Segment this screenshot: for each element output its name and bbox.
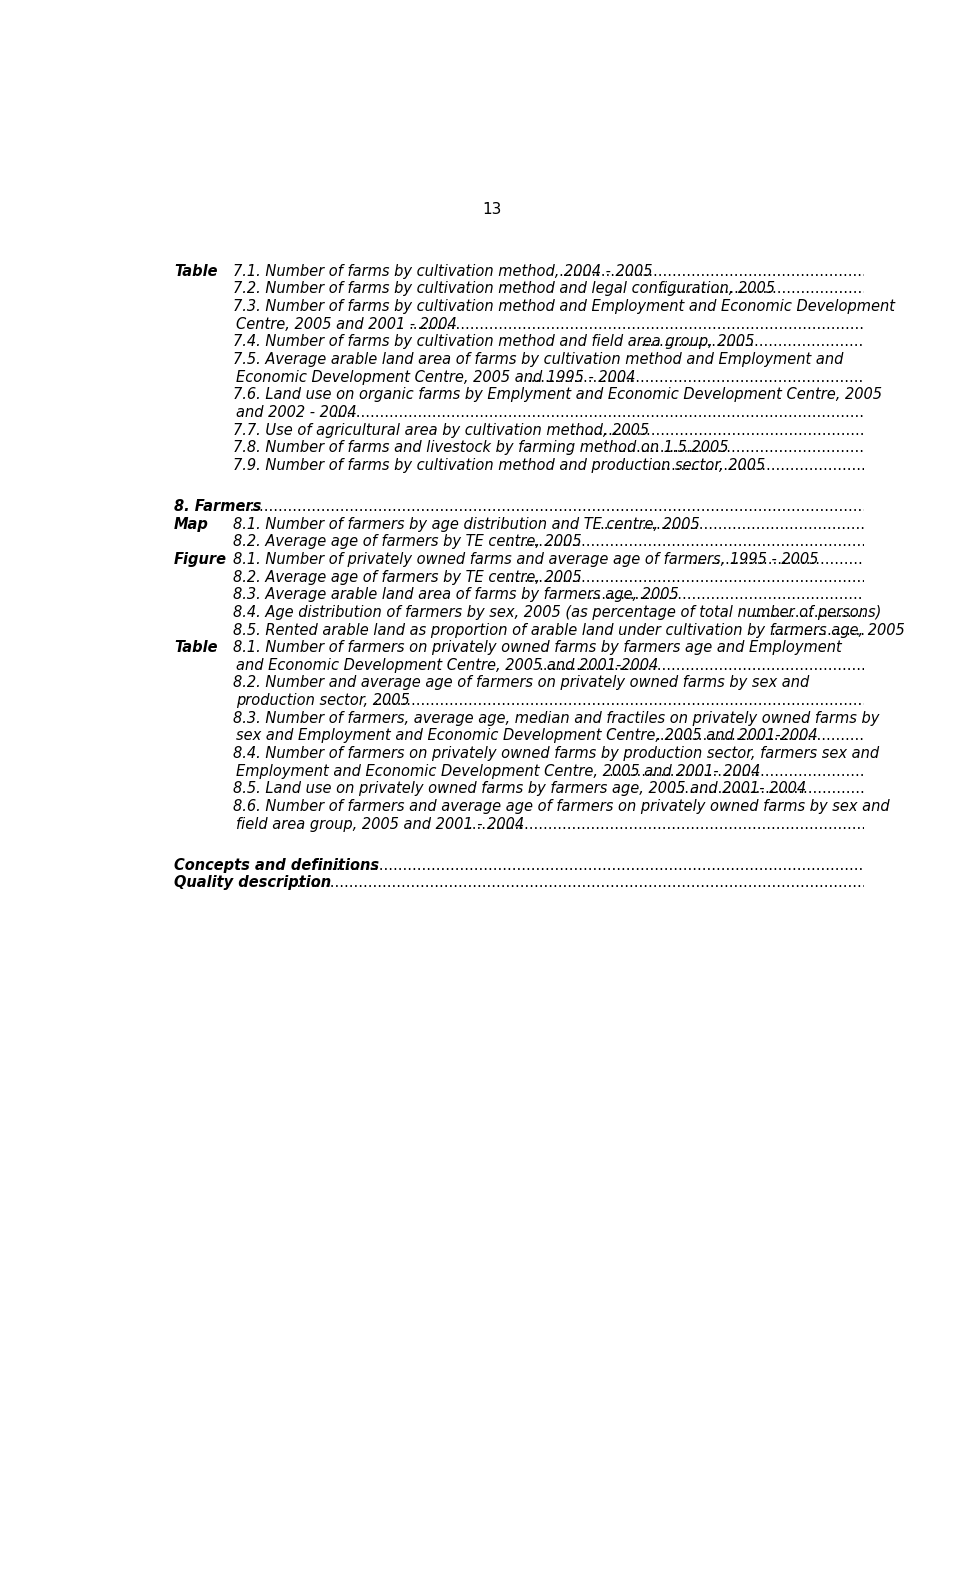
Text: Table: Table [174, 640, 217, 655]
Text: sex and Employment and Economic Development Centre, 2005 and 2001-2004: sex and Employment and Economic Developm… [236, 729, 823, 743]
Text: ................................................................................: ........................................… [600, 517, 960, 531]
Text: 7.9. Number of farms by cultivation method and production sector, 2005: 7.9. Number of farms by cultivation meth… [233, 458, 770, 472]
Text: 7.5. Average arable land area of farms by cultivation method and Employment and: 7.5. Average arable land area of farms b… [233, 352, 844, 368]
Text: 8.5. Land use on privately owned farms by farmers age, 2005 and 2001- 2004: 8.5. Land use on privately owned farms b… [233, 781, 806, 796]
Text: 13: 13 [482, 201, 502, 217]
Text: ................................................................................: ........................................… [506, 569, 960, 585]
Text: 7.1. Number of farms by cultivation method, 2004 - 2005: 7.1. Number of farms by cultivation meth… [233, 263, 653, 279]
Text: ................................................................................: ........................................… [468, 816, 960, 832]
Text: ................................................................................: ........................................… [526, 369, 960, 385]
Text: ................................................................................: ........................................… [753, 605, 960, 620]
Text: ................................................................................: ........................................… [570, 423, 960, 437]
Text: 7.4. Number of farms by cultivation method and field area group, 2005: 7.4. Number of farms by cultivation meth… [233, 334, 755, 349]
Text: 7.6. Land use on organic farms by Emplyment and Economic Development Centre, 200: 7.6. Land use on organic farms by Emplym… [233, 387, 882, 403]
Text: ................................................................................: ........................................… [659, 282, 960, 296]
Text: ................................................................................: ........................................… [617, 441, 960, 455]
Text: ................................................................................: ........................................… [409, 317, 960, 331]
Text: Economic Development Centre, 2005 and 1995 - 2004: Economic Development Centre, 2005 and 19… [236, 369, 636, 385]
Text: 8.1. Number of farmers on privately owned farms by farmers age and Employment: 8.1. Number of farmers on privately owne… [233, 640, 842, 655]
Text: 8.1. Number of privately owned farms and average age of farmers, 1995 - 2005: 8.1. Number of privately owned farms and… [233, 552, 823, 567]
Text: Concepts and definitions: Concepts and definitions [174, 857, 379, 873]
Text: Table: Table [174, 263, 217, 279]
Text: ................................................................................: ........................................… [559, 263, 960, 279]
Text: 8.2. Average age of farmers by TE centre, 2005: 8.2. Average age of farmers by TE centre… [233, 534, 582, 550]
Text: ................................................................................: ........................................… [373, 693, 960, 708]
Text: ................................................................................: ........................................… [656, 729, 960, 743]
Text: 7.7. Use of agricultural area by cultivation method, 2005: 7.7. Use of agricultural area by cultiva… [233, 423, 649, 437]
Text: 8.3. Number of farmers, average age, median and fractiles on privately owned far: 8.3. Number of farmers, average age, med… [233, 710, 879, 726]
Text: 8.6. Number of farmers and average age of farmers on privately owned farms by se: 8.6. Number of farmers and average age o… [233, 799, 890, 815]
Text: Quality description: Quality description [174, 875, 331, 891]
Text: 8.4. Age distribution of farmers by sex, 2005 (as percentage of total number of : 8.4. Age distribution of farmers by sex,… [233, 605, 881, 620]
Text: and 2002 - 2004: and 2002 - 2004 [236, 404, 361, 420]
Text: Map: Map [174, 517, 208, 531]
Text: 8.3. Average arable land area of farms by farmers age, 2005: 8.3. Average arable land area of farms b… [233, 588, 684, 602]
Text: field area group, 2005 and 2001 - 2004: field area group, 2005 and 2001 - 2004 [236, 816, 529, 832]
Text: ................................................................................: ........................................… [241, 499, 960, 514]
Text: 8.2. Average age of farmers by TE centre, 2005: 8.2. Average age of farmers by TE centre… [233, 569, 582, 585]
Text: 7.8. Number of farms and livestock by farming method on 1.5.2005: 7.8. Number of farms and livestock by fa… [233, 441, 733, 455]
Text: ................................................................................: ........................................… [332, 404, 960, 420]
Text: Centre, 2005 and 2001 - 2004: Centre, 2005 and 2001 - 2004 [236, 317, 462, 331]
Text: ................................................................................: ........................................… [609, 764, 960, 778]
Text: ................................................................................: ........................................… [506, 534, 960, 550]
Text: and Economic Development Centre, 2005 and 2001-2004: and Economic Development Centre, 2005 an… [236, 658, 659, 674]
Text: 7.2. Number of farms by cultivation method and legal configuration, 2005: 7.2. Number of farms by cultivation meth… [233, 282, 775, 296]
Text: ................................................................................: ........................................… [653, 458, 960, 472]
Text: Figure: Figure [174, 552, 227, 567]
Text: 8.1. Number of farmers by age distribution and TE centre, 2005: 8.1. Number of farmers by age distributi… [233, 517, 700, 531]
Text: Employment and Economic Development Centre, 2005 and 2001- 2004: Employment and Economic Development Cent… [236, 764, 760, 778]
Text: ................................................................................: ........................................… [640, 334, 960, 349]
Text: ................................................................................: ........................................… [670, 781, 960, 796]
Text: 8. Farmers: 8. Farmers [174, 499, 266, 514]
Text: 8.5. Rented arable land as proportion of arable land under cultivation by farmer: 8.5. Rented arable land as proportion of… [233, 623, 904, 637]
Text: ................................................................................: ........................................… [317, 857, 960, 873]
Text: ................................................................................: ........................................… [538, 658, 960, 674]
Text: 7.3. Number of farms by cultivation method and Employment and Economic Developme: 7.3. Number of farms by cultivation meth… [233, 300, 895, 314]
Text: ................................................................................: ........................................… [288, 875, 960, 891]
Text: production sector, 2005: production sector, 2005 [236, 693, 410, 708]
Text: ................................................................................: ........................................… [687, 552, 960, 567]
Text: ................................................................................: ........................................… [588, 588, 960, 602]
Text: 8.4. Number of farmers on privately owned farms by production sector, farmers se: 8.4. Number of farmers on privately owne… [233, 747, 879, 761]
Text: 8.2. Number and average age of farmers on privately owned farms by sex and: 8.2. Number and average age of farmers o… [233, 675, 809, 691]
Text: ................................................................................: ........................................… [770, 623, 960, 637]
